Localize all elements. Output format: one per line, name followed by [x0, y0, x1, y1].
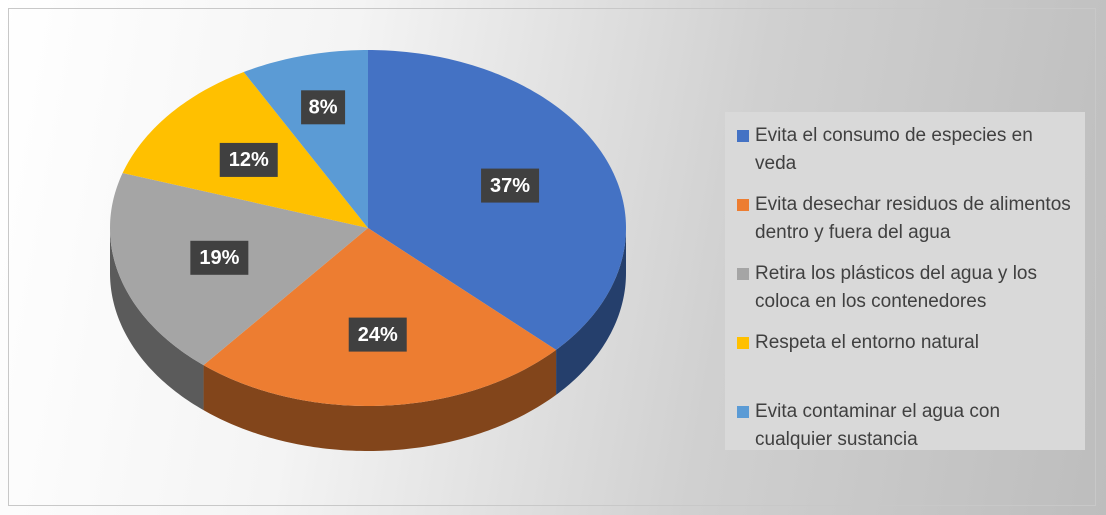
- data-label-box: [481, 168, 540, 203]
- data-label-box: [301, 90, 346, 125]
- legend-label: Evita desechar residuos de alimentos den…: [755, 194, 1071, 243]
- legend-label: Evita el consumo de especies en veda: [755, 125, 1033, 174]
- legend-label: Retira los plásticos del agua y los colo…: [755, 263, 1037, 312]
- slice-side: [203, 349, 557, 451]
- legend: Evita el consumo de especies en veda Evit…: [725, 112, 1085, 450]
- chart-frame: [8, 8, 1096, 506]
- data-label: 19%: [199, 247, 239, 269]
- legend-label: Respeta el entorno natural: [755, 332, 979, 353]
- data-label-box: [348, 317, 407, 352]
- legend-swatch: [737, 268, 749, 280]
- legend-entry: Evita desechar residuos de alimentos den…: [737, 191, 1075, 247]
- slice: [203, 228, 557, 406]
- data-label: 12%: [229, 149, 269, 171]
- data-label: 24%: [358, 324, 398, 346]
- legend-entry: Evita contaminar el agua con cualquier s…: [737, 398, 1075, 454]
- data-label-box: [190, 240, 249, 275]
- legend-swatch: [737, 406, 749, 418]
- slice-side: [556, 228, 626, 395]
- legend-entry: Respeta el entorno natural: [737, 329, 1075, 357]
- legend-swatch: [737, 337, 749, 349]
- slice-side: [110, 228, 204, 411]
- legend-label: Evita contaminar el agua con cualquier s…: [755, 401, 1001, 450]
- data-label: 37%: [490, 175, 530, 197]
- legend-swatch: [737, 199, 749, 211]
- legend-entry: Evita el consumo de especies en veda: [737, 122, 1075, 178]
- legend-swatch: [737, 130, 749, 142]
- legend-entry: Retira los plásticos del agua y los colo…: [737, 260, 1075, 316]
- data-label: 8%: [309, 97, 338, 119]
- data-label-box: [219, 142, 278, 177]
